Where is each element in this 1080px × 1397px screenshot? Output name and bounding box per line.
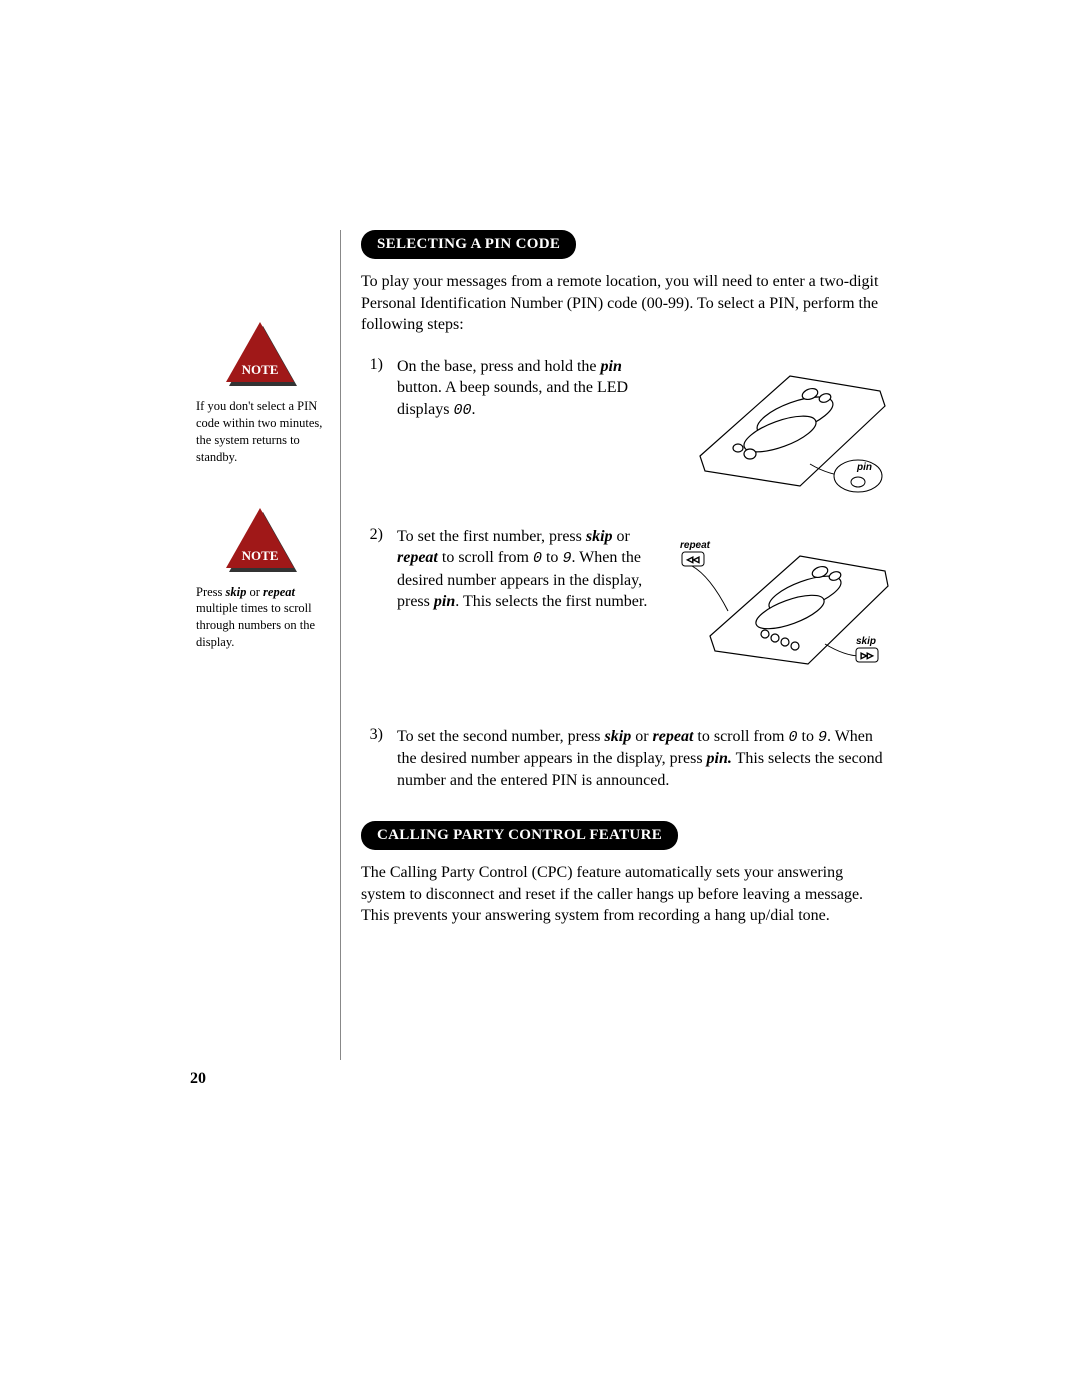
t: to [798,728,818,745]
note-caption-2: Press skip or repeat multiple times to s… [190,584,330,652]
t: button. A beep sounds, and the LED displ… [397,379,628,418]
note-triangle-icon: NOTE [220,506,300,576]
t: or [613,528,630,545]
note2-text: or [246,585,263,599]
t: to scroll from [693,728,788,745]
step-1-row: 1) On the base, press and hold the pin b… [361,356,890,506]
illustration-skip-repeat: ◁◁ ▷▷ repeat skip [680,526,890,676]
illus-label-skip: skip [856,636,876,647]
t: To set the first number, press [397,528,586,545]
t-skip: skip [586,528,613,545]
section2-body: The Calling Party Control (CPC) feature … [361,862,890,927]
note-caption-1: If you don't select a PIN code within tw… [190,398,330,466]
t-repeat: repeat [653,728,694,745]
note-block-1: NOTE If you don't select a PIN code with… [190,320,330,466]
sidebar-notes: NOTE If you don't select a PIN code with… [190,230,340,1060]
section-heading-cpc: CALLING PARTY CONTROL FEATURE [361,821,678,850]
step-1-text: On the base, press and hold the pin butt… [397,356,666,421]
t: to [542,549,562,566]
vertical-divider [340,230,341,1060]
section-heading-pin: SELECTING A PIN CODE [361,230,576,259]
note-block-2: NOTE Press skip or repeat multiple times… [190,506,330,652]
svg-text:NOTE: NOTE [242,362,279,377]
page-content: NOTE If you don't select a PIN code with… [190,230,890,1060]
illustration-pin: pin [680,356,890,506]
svg-text:NOTE: NOTE [242,548,279,563]
t-repeat: repeat [397,549,438,566]
step-2-text: To set the first number, press skip or r… [397,526,666,613]
illus-label-repeat: repeat [680,540,710,551]
t-skip: skip [605,728,632,745]
t: . This selects the first number. [455,593,647,610]
svg-text:▷▷: ▷▷ [861,651,874,660]
step-3-text: To set the second number, press skip or … [397,726,890,791]
t-digit: 9 [818,729,827,746]
t-pin: pin. [707,750,732,767]
t: To set the second number, press [397,728,605,745]
step-3-row: 3) To set the second number, press skip … [361,726,890,791]
note-triangle-icon: NOTE [220,320,300,390]
t-digit: 00 [453,402,471,419]
t: On the base, press and hold the [397,358,601,375]
step-number: 1) [361,356,383,374]
illus-label-pin: pin [857,462,872,473]
main-column: SELECTING A PIN CODE To play your messag… [361,230,890,1060]
step-2-row: 2) To set the first number, press skip o… [361,526,890,676]
t-digit: 0 [533,550,542,567]
svg-text:◁◁: ◁◁ [687,555,700,564]
step-number: 3) [361,726,383,744]
note2-skip: skip [226,585,247,599]
section1-intro: To play your messages from a remote loca… [361,271,890,336]
note2-repeat: repeat [263,585,295,599]
t: to scroll from [438,549,533,566]
t-digit: 0 [789,729,798,746]
t-pin: pin [434,593,455,610]
t-pin: pin [601,358,622,375]
note2-text: Press [196,585,226,599]
t: or [631,728,652,745]
t: . [471,401,475,418]
page-number: 20 [190,1070,206,1088]
note2-text: multiple times to scroll through numbers… [196,601,315,649]
step-number: 2) [361,526,383,544]
